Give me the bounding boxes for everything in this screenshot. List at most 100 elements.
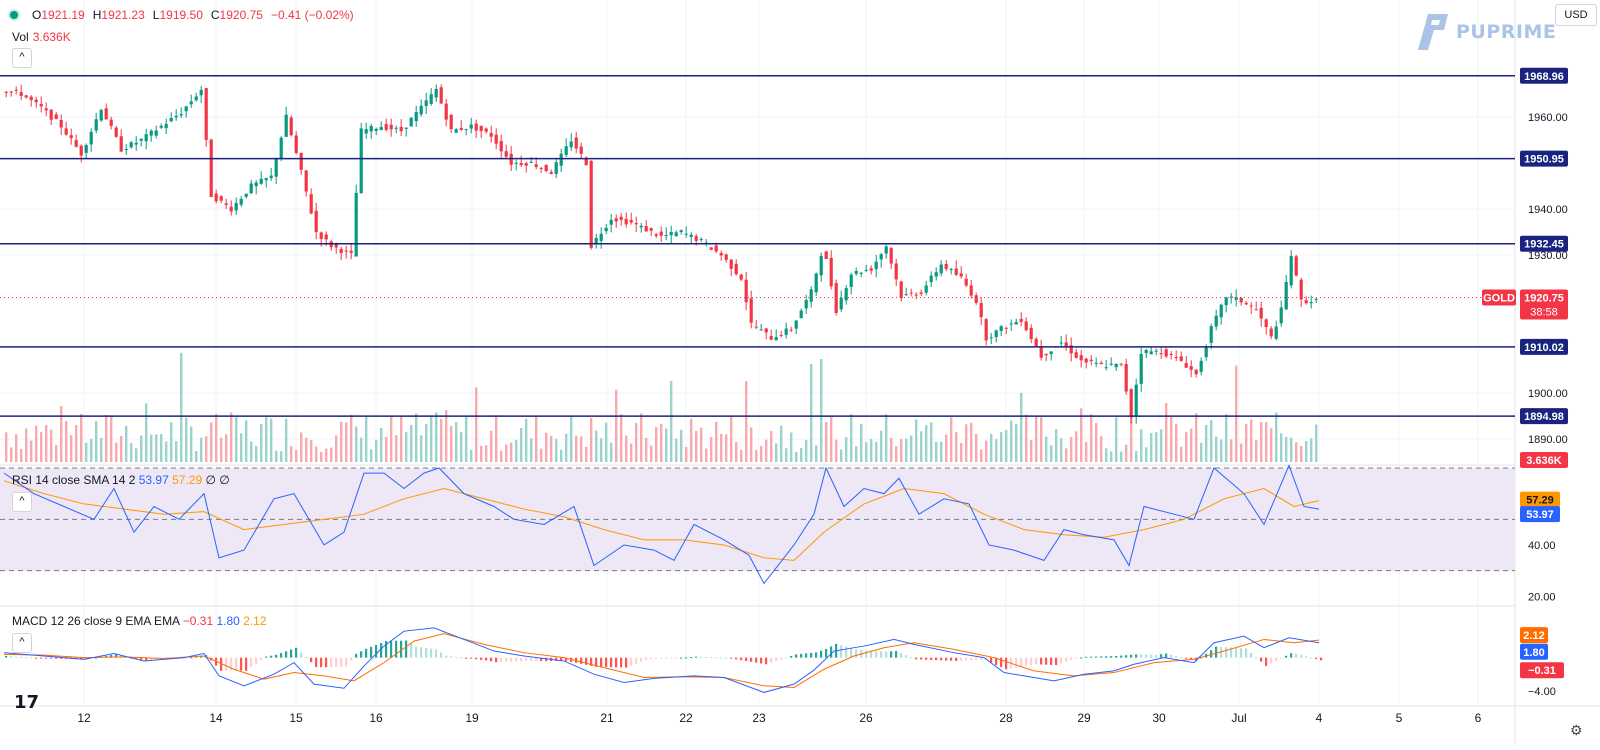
volume-bar [1045, 436, 1048, 462]
candle-body [1174, 356, 1178, 358]
macd-legend: MACD 12 26 close 9 EMA EMA −0.31 1.80 2.… [12, 614, 267, 628]
volume-bar [375, 439, 378, 462]
volume-bar [270, 418, 273, 462]
macd-histogram-bar [245, 657, 248, 671]
volume-bar [805, 439, 808, 462]
volume-bar [80, 413, 83, 462]
settings-gear-icon[interactable]: ⚙ [1570, 722, 1583, 738]
volume-bar [870, 438, 873, 462]
volume-bar [535, 416, 538, 462]
macd-histogram-bar [960, 657, 963, 661]
macd-histogram-bar [1190, 657, 1193, 660]
volume-bar [1160, 429, 1163, 462]
macd-histogram-bar [710, 657, 713, 659]
macd-histogram-bar [1020, 657, 1023, 667]
candle-body [1084, 358, 1088, 363]
volume-bar [545, 432, 548, 462]
volume-bar [475, 387, 478, 462]
macd-histogram-bar [815, 652, 818, 658]
volume-bar [540, 448, 543, 462]
currency-selector[interactable]: USD [1555, 4, 1597, 26]
volume-bar [1235, 365, 1238, 462]
candle-body [149, 130, 153, 136]
macd-histogram-bar [15, 656, 18, 658]
macd-histogram-bar [1140, 654, 1143, 658]
volume-bar [115, 442, 118, 462]
candle-body [1154, 350, 1158, 352]
volume-bar [695, 430, 698, 462]
volume-bar [825, 421, 828, 462]
macd-histogram-bar [250, 657, 253, 668]
candle-body [969, 285, 973, 296]
candle-body [89, 131, 93, 145]
macd-histogram-bar [1255, 657, 1258, 659]
volume-bar [605, 422, 608, 462]
macd-histogram-bar [150, 657, 153, 661]
volume-bar [520, 428, 523, 462]
candle-body [564, 146, 568, 155]
macd-histogram-bar [1295, 653, 1298, 658]
candle-body [724, 254, 728, 260]
macd-histogram-bar [190, 657, 193, 659]
volume-bar [275, 450, 278, 462]
volume-bar [295, 449, 298, 462]
candle-body [274, 158, 278, 177]
candle-body [184, 106, 188, 112]
volume-bar [75, 425, 78, 462]
time-tick-label: 12 [77, 711, 91, 725]
volume-bar [925, 425, 928, 462]
candle-body [1294, 256, 1298, 276]
level-price-badge: 1932.45 [1524, 239, 1564, 251]
macd-histogram-bar [825, 648, 828, 658]
candle-body [414, 112, 418, 122]
macd-histogram-bar [420, 647, 423, 658]
volume-bar [1245, 423, 1248, 462]
volume-bar [1210, 420, 1213, 462]
time-tick-label: 22 [679, 711, 693, 725]
candle-body [439, 87, 443, 104]
volume-bar [1085, 442, 1088, 462]
volume-bar [890, 437, 893, 462]
candle-body [589, 160, 593, 248]
macd-histogram-bar [705, 656, 708, 658]
collapse-legend-button[interactable]: ^ [12, 48, 32, 68]
volume-bar [175, 441, 178, 462]
candle-body [229, 206, 233, 212]
candle-body [1104, 367, 1108, 369]
candle-body [974, 295, 978, 303]
macd-histogram-bar [1150, 654, 1153, 658]
rsi-line [3, 464, 1320, 585]
macd-histogram-bar [1070, 657, 1073, 660]
volume-bar [100, 437, 103, 462]
volume-bar [1155, 432, 1158, 462]
candle-body [234, 203, 238, 211]
volume-bar [735, 442, 738, 462]
ohlc-legend: O1921.19 H1921.23 L1919.50 C1920.75 −0.4… [8, 8, 354, 22]
volume-bar [970, 422, 973, 462]
candle-body [554, 162, 558, 174]
volume-bar [1185, 431, 1188, 462]
macd-hist-badge-bg [1520, 662, 1564, 679]
collapse-rsi-button[interactable]: ^ [12, 492, 32, 512]
collapse-macd-button[interactable]: ^ [12, 633, 32, 653]
candle-body [889, 248, 893, 264]
macd-histogram-bar [555, 657, 558, 661]
macd-histogram-bar [385, 641, 388, 658]
volume-bar [230, 412, 233, 462]
macd-histogram-bar [35, 657, 38, 659]
rsi-value-badge-bg [1520, 506, 1560, 523]
macd-histogram-bar [270, 655, 273, 658]
macd-histogram-bar [925, 657, 928, 660]
candle-body [1009, 323, 1013, 325]
candle-body [324, 234, 328, 240]
volume-bar [1265, 422, 1268, 462]
volume-bar [225, 434, 228, 462]
macd-histogram-bar [1280, 657, 1283, 659]
volume-bar [905, 438, 908, 462]
volume-bar [1100, 436, 1103, 462]
volume-bar [1020, 392, 1023, 462]
macd-histogram-bar [430, 648, 433, 658]
candle-body [154, 130, 158, 136]
